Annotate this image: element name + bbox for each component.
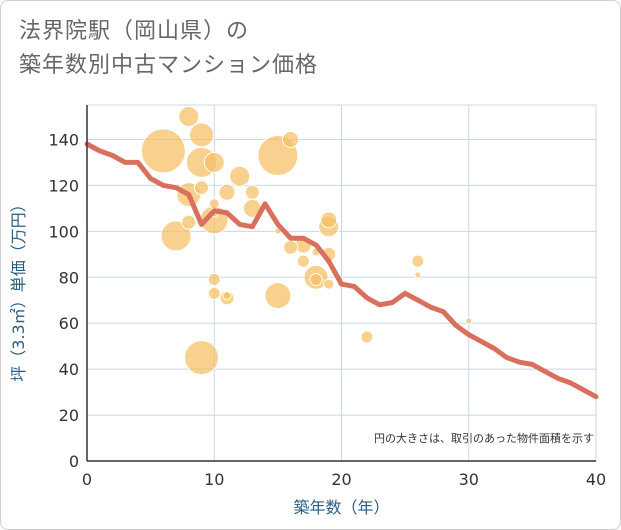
bubble-point [207, 286, 221, 300]
bubble-point [194, 180, 210, 196]
bubble-point [320, 211, 338, 229]
y-tick-label: 20 [59, 406, 79, 425]
x-tick-label: 10 [204, 470, 224, 489]
y-tick-label: 120 [48, 176, 79, 195]
bubble-point [282, 130, 300, 148]
bubble-point [411, 254, 425, 268]
bubble-point [189, 122, 215, 148]
bubble-point [178, 105, 200, 127]
bubble-point [264, 282, 292, 310]
x-tick-label: 40 [586, 470, 606, 489]
bubble-point [184, 340, 220, 376]
y-tick-label: 80 [59, 268, 79, 287]
bubble-point [181, 214, 197, 230]
x-axis-label: 築年数（年） [293, 498, 389, 517]
bubble-point [309, 273, 323, 287]
bubble-point [283, 239, 299, 255]
bubble-point [207, 273, 221, 287]
bubble-point [360, 330, 374, 344]
average-price-line [84, 141, 599, 400]
bubble-point [229, 165, 251, 187]
bubble-point [323, 278, 335, 290]
bubble-point [414, 271, 422, 279]
y-tick-label: 100 [48, 222, 79, 241]
y-axis-label: 坪（3.3㎡）単価（万円） [9, 196, 28, 381]
y-tick-label: 40 [59, 360, 79, 379]
x-tick-label: 20 [331, 470, 351, 489]
axes: 0 10 20 30 40 0 20 40 60 80 100 120 140 [48, 105, 606, 489]
x-tick-label: 30 [459, 470, 479, 489]
bubble-point [222, 291, 232, 301]
y-tick-label: 140 [48, 130, 79, 149]
bubble-point [218, 183, 236, 201]
bubble-point [208, 198, 220, 210]
x-tick-label: 0 [82, 470, 92, 489]
bubble-point [140, 128, 186, 174]
trend-line [84, 141, 599, 400]
chart-title-line2: 築年数別中古マンション価格 [19, 53, 319, 78]
bubble-size-note: 円の大きさは、取引のあった物件面積を示す [374, 431, 594, 445]
chart-title: 法界院駅（岡山県）の 築年数別中古マンション価格 [19, 15, 318, 83]
y-tick-label: 0 [69, 452, 79, 471]
bubble-point [203, 151, 225, 173]
bubbles [140, 105, 473, 376]
chart-title-line1: 法界院駅（岡山県）の [19, 19, 250, 44]
bubble-point [296, 254, 310, 268]
bubble-point [244, 184, 260, 200]
bubble-point [465, 317, 473, 325]
y-tick-label: 60 [59, 314, 79, 333]
bubble-point [160, 220, 192, 252]
